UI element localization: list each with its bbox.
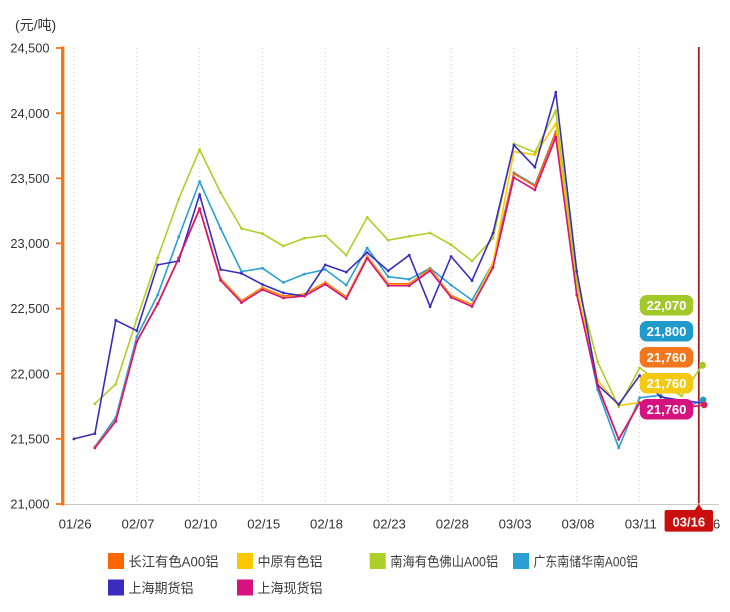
svg-text:03/11: 03/11: [625, 517, 657, 532]
svg-text:02/10: 02/10: [184, 517, 217, 532]
svg-text:03/08: 03/08: [561, 517, 594, 532]
svg-text:23,500: 23,500: [10, 171, 49, 186]
svg-text:长江有色A00铝: 长江有色A00铝: [129, 553, 219, 569]
svg-text:23,000: 23,000: [10, 236, 49, 251]
svg-text:广东南储华南A00铝: 广东南储华南A00铝: [534, 554, 639, 569]
svg-text:02/07: 02/07: [121, 517, 154, 532]
svg-text:(元/吨): (元/吨): [15, 17, 56, 33]
svg-text:上海现货铝: 上海现货铝: [258, 580, 323, 596]
svg-text:24,000: 24,000: [10, 106, 49, 121]
svg-text:24,500: 24,500: [10, 41, 49, 56]
svg-text:21,760: 21,760: [647, 376, 687, 391]
svg-text:21,760: 21,760: [647, 350, 687, 365]
svg-text:21,500: 21,500: [10, 432, 49, 447]
svg-text:21,800: 21,800: [647, 324, 687, 339]
svg-text:03/16: 03/16: [673, 514, 706, 529]
svg-text:02/28: 02/28: [436, 517, 469, 532]
svg-text:02/23: 02/23: [373, 517, 406, 532]
svg-text:22,000: 22,000: [10, 366, 49, 381]
svg-text:21,000: 21,000: [10, 497, 49, 512]
svg-text:南海有色佛山A00铝: 南海有色佛山A00铝: [390, 553, 498, 569]
svg-text:02/15: 02/15: [247, 517, 280, 532]
svg-text:03/03: 03/03: [499, 517, 532, 532]
svg-text:02/18: 02/18: [310, 517, 343, 532]
svg-text:22,500: 22,500: [10, 301, 49, 316]
svg-text:22,070: 22,070: [647, 298, 687, 313]
svg-text:01/26: 01/26: [59, 517, 92, 532]
svg-text:上海期货铝: 上海期货铝: [129, 580, 194, 596]
svg-text:中原有色铝: 中原有色铝: [258, 553, 323, 569]
svg-text:21,760: 21,760: [647, 402, 687, 417]
